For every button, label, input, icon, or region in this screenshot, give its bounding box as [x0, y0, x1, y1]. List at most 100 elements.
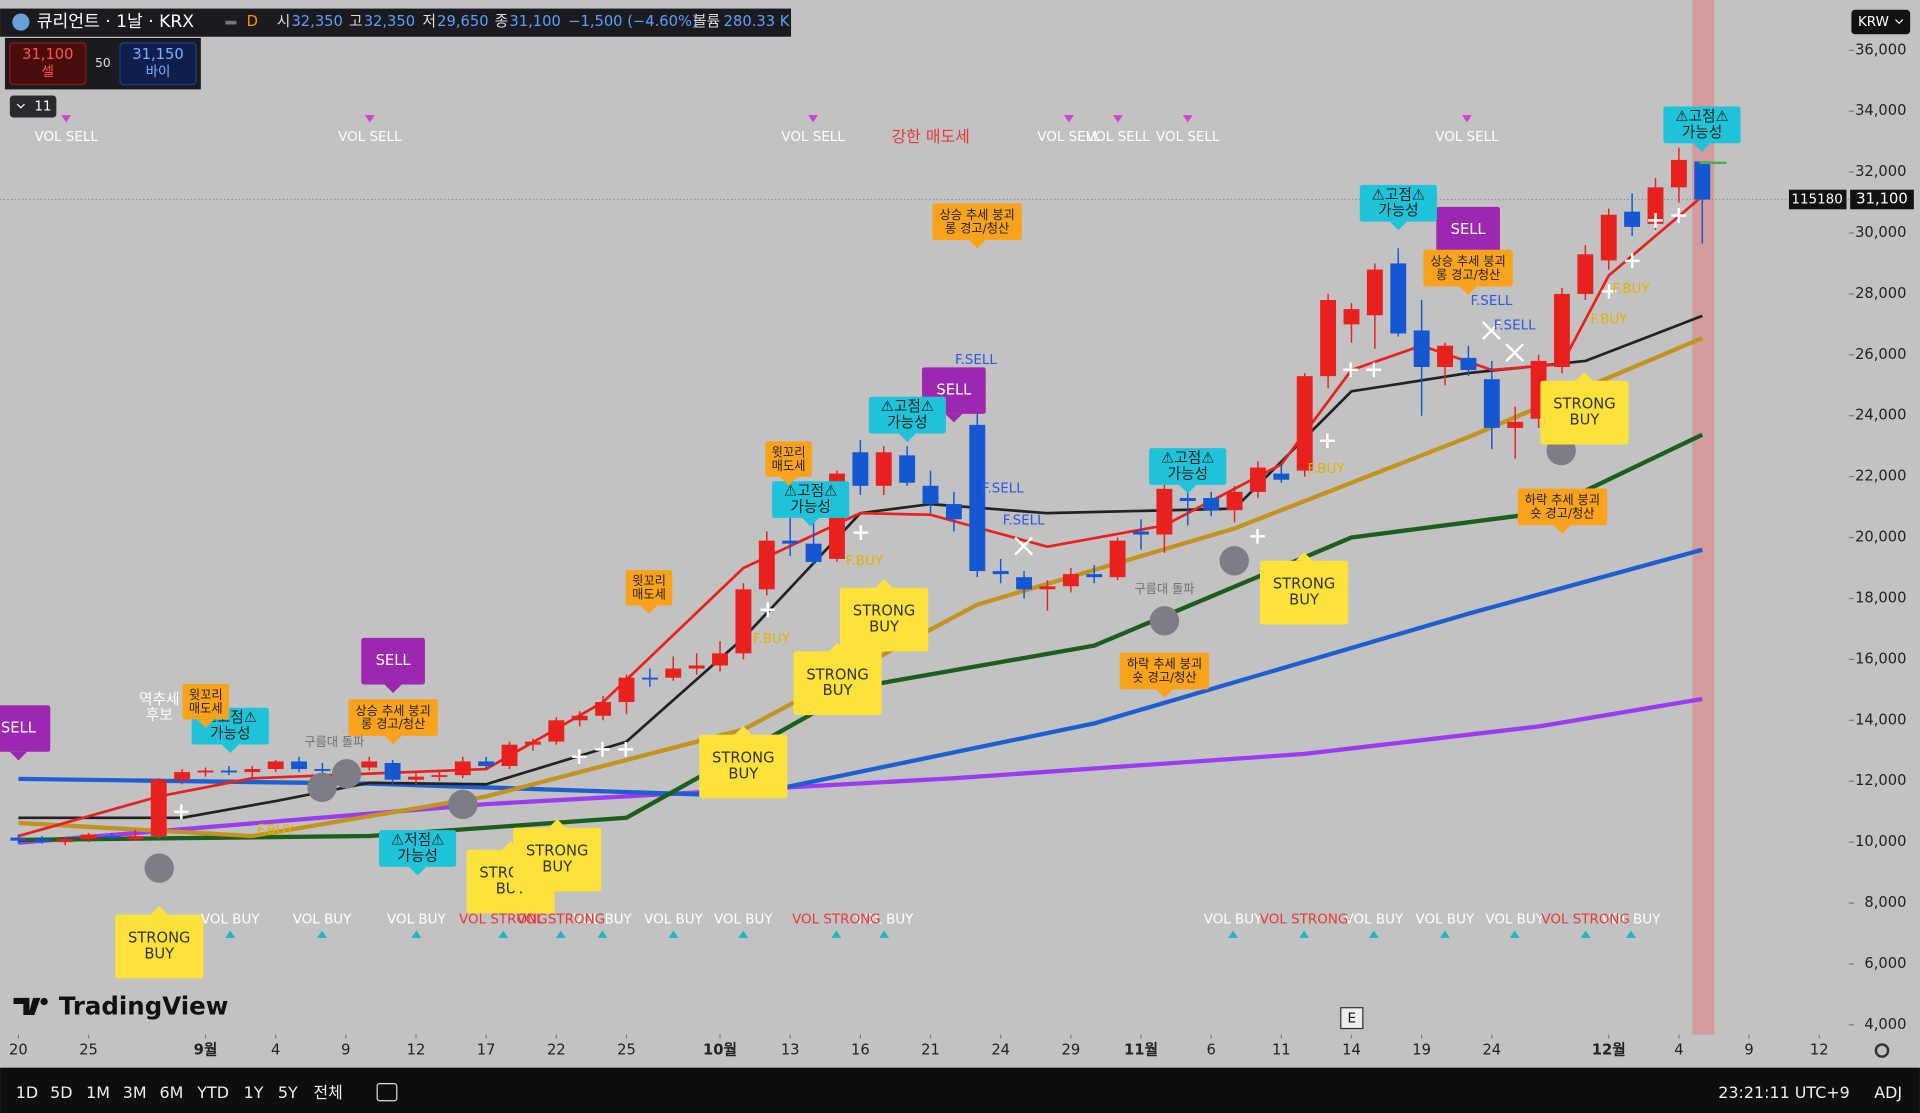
label-line: 윗꼬리 — [772, 444, 806, 459]
candle-body — [618, 677, 635, 703]
header-bar — [0, 8, 792, 37]
label-pointer — [945, 413, 963, 423]
range-button[interactable]: 5Y — [278, 1083, 298, 1102]
candle-body — [852, 452, 869, 486]
label-pointer — [898, 433, 916, 443]
signal-triangle — [1509, 930, 1520, 938]
range-button[interactable]: 전체 — [314, 1083, 343, 1102]
signal-dot — [1219, 546, 1249, 576]
label-pointer — [875, 579, 893, 588]
buy-button[interactable] — [119, 42, 197, 86]
label-box — [1540, 380, 1629, 445]
date-range-icon[interactable] — [376, 1083, 398, 1102]
signal-label: 윗꼬리 매도세 — [182, 683, 230, 728]
range-button[interactable]: 3M — [123, 1083, 147, 1102]
label-text: VOL SELL — [34, 130, 98, 145]
x-tick-label: 13 — [781, 1042, 800, 1059]
label-line: 가능성 — [790, 499, 831, 516]
label-line: 윗꼬리 — [632, 572, 666, 587]
candle-body — [782, 540, 799, 544]
logo-icon — [13, 997, 41, 1016]
range-button[interactable]: 6M — [160, 1083, 184, 1102]
last-price-tag — [1850, 189, 1914, 210]
label-line: 하락 추세 붕괴 — [1127, 657, 1202, 671]
candle-body — [197, 770, 214, 773]
signal-label: VOL SELL — [1086, 115, 1150, 145]
label-pointer — [802, 517, 820, 527]
label-box — [0, 705, 51, 752]
y-tick-label: 30,000 — [1855, 224, 1906, 241]
event-text: E — [1348, 1012, 1357, 1027]
label-box — [1149, 448, 1227, 485]
label-text: STRONG BUY — [712, 750, 774, 783]
label-text: F.SELL — [982, 482, 1024, 497]
range-button[interactable]: YTD — [196, 1083, 229, 1102]
y-tick-label: 18,000 — [1855, 589, 1906, 606]
signal-label: F.BUY — [846, 554, 884, 569]
candle-body — [384, 762, 401, 780]
label-line: 롱 경고/청산 — [1436, 267, 1500, 281]
candle-body — [1039, 586, 1056, 590]
range-button[interactable]: 5D — [50, 1083, 72, 1102]
cross-marker — [1624, 253, 1640, 269]
label-line: 윗꼬리 — [189, 686, 223, 701]
signal-label: VOL BUY — [644, 913, 704, 938]
label-line: 구름대 돌파 — [304, 735, 364, 749]
label-text: STRONG BUY — [526, 843, 588, 876]
y-tick-label: 10,000 — [1855, 833, 1906, 850]
label-pointer — [780, 476, 798, 486]
event-box[interactable] — [1340, 1007, 1364, 1030]
label-line: BUY — [542, 859, 572, 876]
sell-button[interactable] — [9, 42, 87, 86]
label-text: F.BUY — [753, 632, 791, 647]
currency-button[interactable] — [1851, 9, 1911, 35]
candle-body — [1086, 574, 1103, 578]
symbol-icon — [12, 13, 30, 31]
range-button[interactable]: 1D — [16, 1083, 38, 1102]
open-value: 32,350 — [291, 13, 342, 30]
label-box — [1423, 249, 1513, 287]
indicator-toggle[interactable] — [9, 95, 57, 118]
label-text: F.SELL — [955, 353, 997, 368]
label-text: ⚠고점⚠ 가능성 — [1372, 186, 1425, 219]
label-line: 가능성 — [210, 725, 251, 742]
signal-label: F.SELL — [1470, 294, 1512, 309]
candle-body — [1156, 488, 1173, 535]
candle-body — [1624, 211, 1641, 227]
y-tick-label: 4,000 — [1864, 1016, 1906, 1033]
candle-body — [875, 452, 892, 486]
label-box — [699, 734, 788, 799]
signal-label: VOL STRONG — [792, 913, 881, 938]
signal-label: STRONG BUY — [699, 726, 788, 799]
signal-triangle — [738, 930, 749, 938]
range-button[interactable]: 1M — [86, 1083, 110, 1102]
label-box — [1517, 488, 1608, 526]
label-box — [1359, 184, 1437, 222]
signal-label: F.SELL — [982, 482, 1024, 497]
signal-triangle — [1064, 115, 1074, 123]
label-pointer — [150, 906, 168, 915]
open-label: 시 — [277, 13, 291, 30]
label-line: VOL BUY — [714, 913, 773, 928]
label-line: 매도세 — [632, 587, 666, 601]
cross-marker — [571, 749, 587, 765]
settings-icon[interactable] — [1874, 1043, 1890, 1058]
label-text: VOL BUY — [714, 913, 773, 928]
candle-body — [1343, 309, 1360, 325]
label-pointer — [1179, 484, 1197, 494]
y-tick-label: 12,000 — [1855, 772, 1906, 789]
candle-body — [127, 836, 144, 840]
range-button[interactable]: 1Y — [244, 1083, 264, 1102]
label-line: 숏 경고/청산 — [1132, 670, 1196, 684]
signal-label: 하락 추세 붕괴 숏 경고/청산 — [1517, 488, 1608, 534]
label-pointer — [1155, 689, 1174, 698]
adj[interactable]: ADJ — [1874, 1083, 1902, 1102]
signal-label: VOL BUY — [1602, 913, 1661, 938]
x-tick-label: 19 — [1412, 1042, 1431, 1059]
spread: 50 — [95, 56, 111, 70]
label-line: 구름대 돌파 — [1134, 581, 1194, 595]
signal-label: ⚠고점⚠ 가능성 — [772, 481, 850, 527]
candle-body — [1670, 159, 1687, 188]
